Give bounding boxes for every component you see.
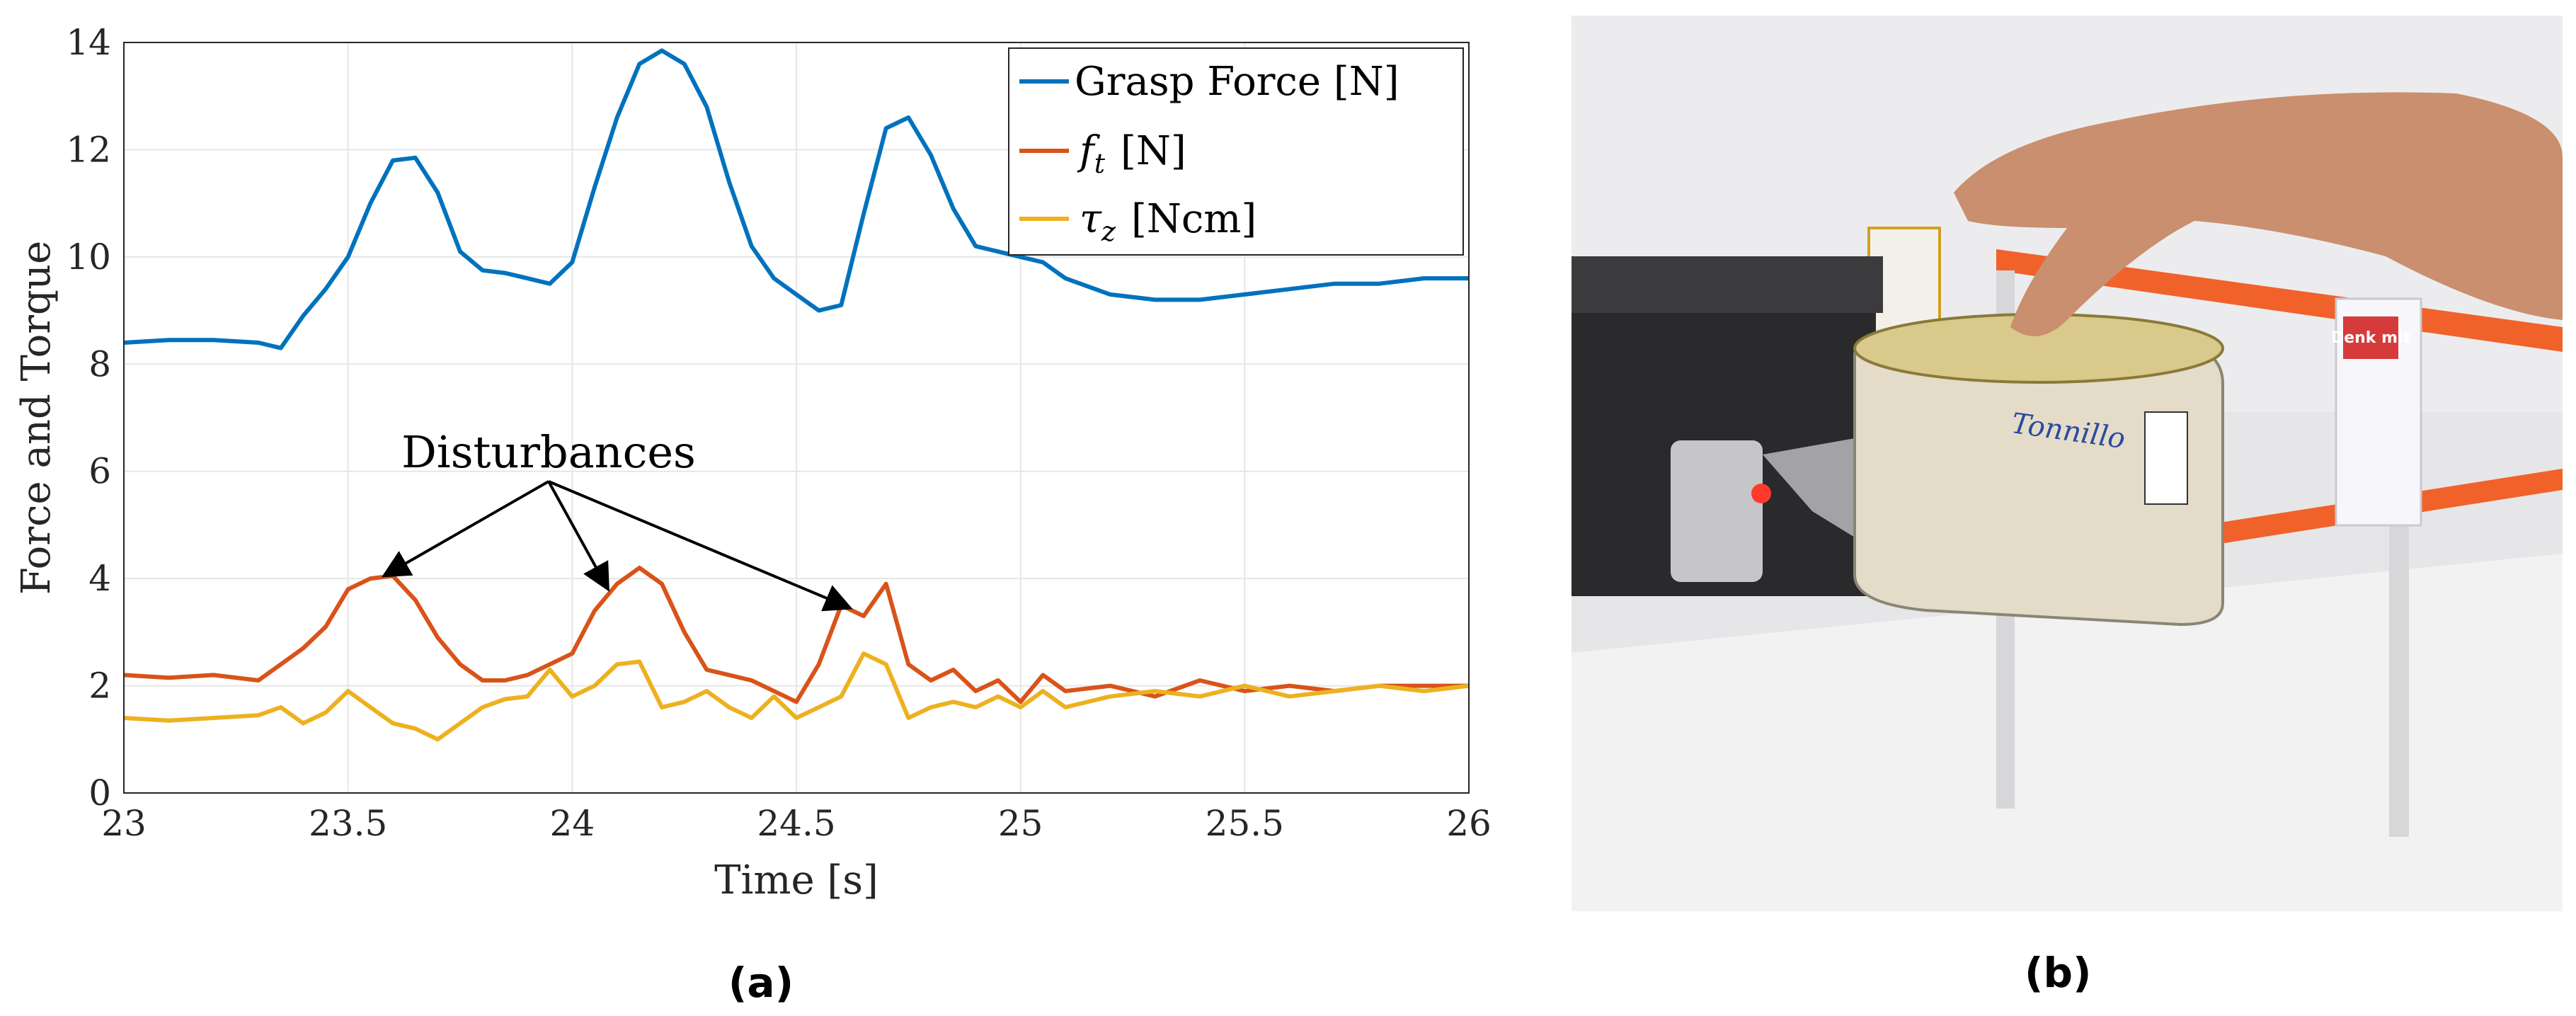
y-tick-label: 4 (88, 558, 111, 599)
caption-b: (b) (2025, 949, 2092, 997)
caption-a: (a) (728, 959, 794, 1007)
grasp-force-line (123, 48, 1469, 350)
series-layer (123, 48, 1470, 742)
x-tick-label: 23.5 (309, 803, 387, 844)
ft-line (123, 566, 1469, 704)
legend-label-ft: ft [N] (1077, 128, 1186, 179)
legend-ft-unit: [N] (1121, 128, 1186, 174)
tau-z-line (123, 651, 1470, 742)
legend: Grasp Force [N] ft [N] τz [Ncm] (1008, 47, 1464, 256)
y-axis-label: Force and Torque (13, 241, 59, 595)
x-tick-label: 24 (550, 803, 595, 844)
y-tick-labels: 0 2 4 6 8 10 12 14 (66, 22, 111, 814)
y-tick-label: 14 (66, 22, 111, 63)
y-tick-label: 2 (88, 666, 111, 707)
gripper-top (1572, 256, 1883, 313)
legend-ft-sub: t (1094, 148, 1106, 179)
annotation-arrows (381, 480, 853, 612)
legend-label-tau: τz [Ncm] (1080, 196, 1256, 247)
x-tick-label: 26 (1446, 803, 1492, 844)
x-tick-label: 24.5 (757, 803, 835, 844)
bottle-brand-label: Denk mit (2331, 329, 2411, 347)
robot-gripper-photo: Denk mit Tonnillo (1572, 16, 2563, 911)
legend-tau-sub: z (1101, 216, 1116, 247)
legend-label-grasp-force: Grasp Force [N] (1075, 59, 1399, 105)
x-tick-label: 23 (101, 803, 147, 844)
y-tick-label: 6 (88, 451, 111, 492)
can-barcode (2144, 411, 2188, 505)
x-axis-label: Time [s] (714, 857, 878, 903)
sensor-led (1751, 484, 1771, 503)
y-tick-label: 10 (66, 236, 111, 278)
annotation-arrow (548, 480, 853, 612)
photo-illustration: Denk mit Tonnillo (1572, 16, 2563, 911)
x-tick-labels: 23 23.5 24 24.5 25 25.5 26 (101, 803, 1492, 844)
plot-frame (123, 42, 1470, 794)
x-tick-label: 25 (998, 803, 1043, 844)
hand (1954, 92, 2563, 336)
bottle-brand-badge (2343, 316, 2398, 359)
y-tick-label: 0 (88, 772, 111, 814)
y-tick-label: 12 (66, 129, 111, 170)
legend-box (1008, 47, 1464, 256)
annotation-arrow (381, 480, 549, 578)
legend-tau-unit: [Ncm] (1131, 196, 1256, 242)
legend-tau-symbol: τ (1080, 196, 1102, 242)
x-tick-label: 25.5 (1206, 803, 1284, 844)
y-tick-label: 8 (88, 343, 111, 384)
gripper-sensor (1671, 440, 1763, 582)
annotation-disturbances: Disturbances (401, 426, 696, 478)
annotation-arrow (547, 481, 609, 592)
table-surface (1572, 554, 2563, 911)
